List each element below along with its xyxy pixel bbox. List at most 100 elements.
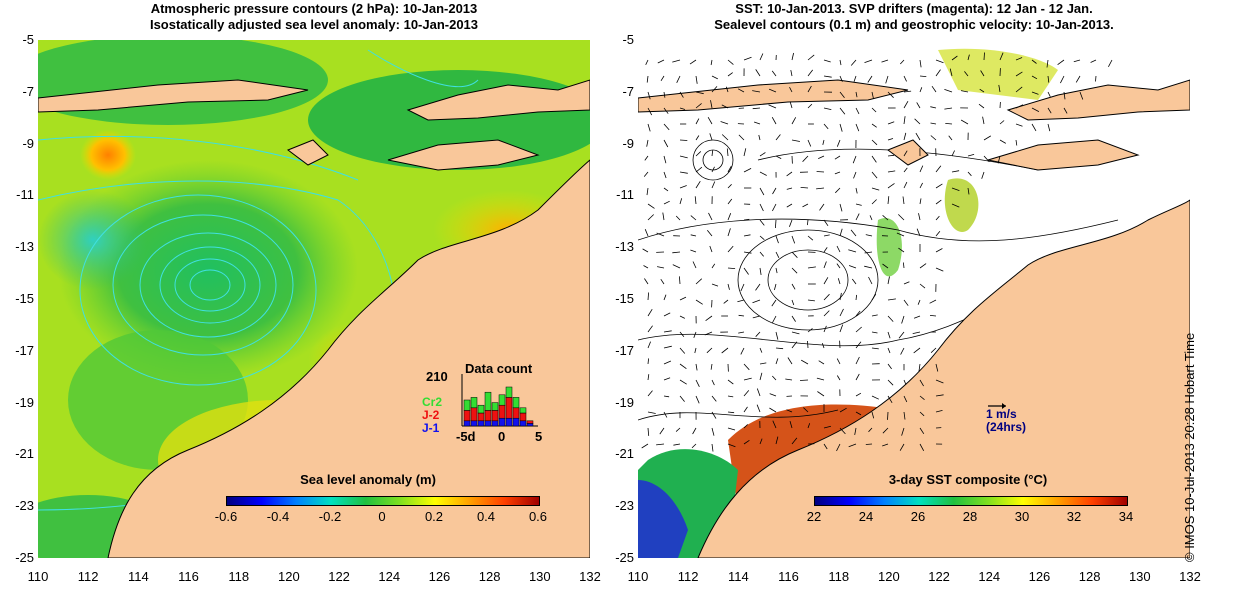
- velocity-vector: [695, 151, 702, 157]
- data-count-bar-cr2: [470, 397, 478, 409]
- velocity-vector: [771, 299, 777, 307]
- velocity-vector: [647, 411, 656, 414]
- legend-j2: J-2: [422, 408, 440, 422]
- velocity-vector: [800, 187, 809, 189]
- velocity-vector: [1031, 107, 1040, 112]
- lon-tick-label: 126: [428, 569, 451, 584]
- lat-tick-label: -11: [16, 187, 34, 203]
- velocity-vector: [823, 293, 830, 301]
- lon-tick-label: 132: [579, 569, 601, 584]
- data-count-bar-j2: [512, 407, 520, 419]
- land-mass: [638, 79, 1190, 558]
- velocity-vector: [912, 331, 921, 334]
- velocity-vector: [903, 299, 909, 306]
- velocity-vector: [944, 89, 953, 93]
- velocity-vector: [791, 341, 798, 349]
- velocity-vector: [695, 103, 702, 109]
- velocity-vector: [864, 59, 873, 63]
- velocity-vector: [981, 171, 985, 179]
- colorbar-tick-label: 0.6: [528, 509, 548, 524]
- velocity-vector: [865, 234, 873, 237]
- velocity-vector: [967, 154, 975, 157]
- velocity-vector: [660, 75, 665, 82]
- velocity-vector: [659, 427, 665, 435]
- velocity-vector: [705, 315, 713, 322]
- velocity-vector: [727, 59, 734, 65]
- velocity-vector: [727, 443, 736, 448]
- velocity-vector: [887, 138, 894, 141]
- data-count-bar-j2: [484, 410, 492, 422]
- velocity-vector: [823, 443, 828, 450]
- velocity-vector: [823, 425, 832, 429]
- lat-tick-label: -15: [15, 291, 34, 306]
- velocity-vector: [887, 395, 893, 404]
- velocity-vector: [887, 331, 891, 339]
- velocity-vector: [871, 293, 877, 301]
- lon-tick-label: 118: [828, 569, 850, 584]
- velocity-vector: [663, 155, 667, 164]
- velocity-vector: [743, 377, 752, 381]
- velocity-vector: [775, 235, 779, 244]
- velocity-vector: [759, 203, 764, 212]
- velocity-vector: [871, 155, 877, 163]
- lon-tick-label: 114: [727, 569, 749, 584]
- velocity-vector: [772, 375, 777, 381]
- velocity-vector: [725, 86, 729, 93]
- velocity-vector: [823, 107, 832, 110]
- velocity-vector: [789, 87, 793, 93]
- velocity-vector: [679, 331, 685, 337]
- colorbar-tick-label: -0.4: [266, 509, 290, 524]
- velocity-vector: [647, 203, 655, 209]
- lat-tick-label: -23: [15, 498, 34, 514]
- velocity-vector: [775, 331, 779, 340]
- velocity-vector: [871, 187, 880, 191]
- data-count-bar-cr2: [484, 391, 492, 411]
- velocity-vector: [695, 180, 701, 189]
- velocity-vector: [871, 395, 879, 400]
- velocity-vector: [711, 150, 714, 157]
- velocity-vector: [999, 120, 1005, 125]
- velocity-vector: [660, 278, 665, 285]
- lat-tick-label: -13: [615, 239, 634, 255]
- velocity-vector: [821, 342, 825, 349]
- data-count-xlabel-max: 5: [535, 429, 543, 444]
- velocity-vector: [791, 267, 798, 274]
- data-count-bar-j2: [505, 397, 513, 419]
- velocity-vector: [791, 117, 797, 125]
- velocity-vector: [743, 148, 747, 157]
- lon-tick-label: 128: [1078, 569, 1101, 584]
- velocity-vector: [855, 392, 862, 397]
- velocity-vector: [647, 292, 649, 301]
- velocity-vector: [903, 411, 906, 420]
- velocity-vector: [743, 251, 752, 254]
- velocity-vector: [855, 356, 860, 365]
- velocity-vector: [1060, 75, 1065, 84]
- velocity-vector: [887, 315, 894, 322]
- velocity-vector: [791, 251, 798, 258]
- data-count-bar-j1: [498, 417, 506, 427]
- data-count-bar-cr2: [491, 402, 499, 411]
- velocity-vector: [887, 411, 889, 420]
- velocity-vector: [836, 443, 841, 452]
- velocity-vector: [711, 86, 718, 93]
- velocity-vector: [997, 155, 1001, 164]
- velocity-scale-label: 1 m/s: [986, 407, 1017, 421]
- velocity-vector: [1079, 91, 1084, 100]
- data-count-bar-j2: [463, 410, 471, 422]
- velocity-vector: [903, 100, 909, 109]
- velocity-vector: [694, 347, 697, 354]
- velocity-vector: [871, 91, 874, 99]
- velocity-vector: [1046, 59, 1049, 68]
- velocity-vector: [816, 171, 825, 173]
- data-count-bar-j2: [491, 410, 499, 422]
- lat-tick-label: -25: [15, 550, 34, 565]
- velocity-vector: [663, 312, 671, 317]
- velocity-vector: [839, 59, 842, 66]
- velocity-vector: [816, 377, 825, 381]
- velocity-vector: [663, 330, 672, 333]
- lon-tick-label: 128: [478, 569, 501, 584]
- velocity-vector: [771, 315, 777, 324]
- velocity-vector: [755, 331, 761, 337]
- lat-tick-label: -9: [622, 135, 634, 151]
- velocity-vector: [864, 251, 873, 254]
